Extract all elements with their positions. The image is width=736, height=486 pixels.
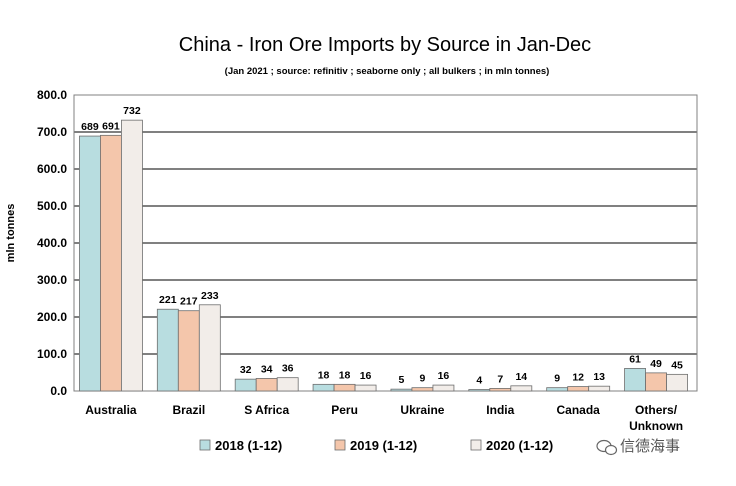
y-tick-label: 100.0: [37, 347, 67, 361]
bar: [255, 378, 278, 392]
plot-area: 0.0 100.0 200.0 300.0 400.0 500.0 600.0 700.0 80…: [37, 88, 698, 433]
bar: [177, 310, 200, 392]
legend-swatch: [334, 439, 346, 451]
bar: [121, 119, 143, 392]
bar: [354, 384, 377, 392]
data-label: 12: [572, 372, 584, 384]
data-label: 34: [261, 363, 273, 375]
watermark: 信德海事: [596, 437, 680, 456]
y-tick-label: 800.0: [37, 88, 67, 102]
x-category-label: Canada: [557, 403, 601, 417]
bar: [432, 384, 455, 392]
data-label: 9: [554, 373, 560, 385]
bar: [333, 383, 356, 392]
x-category-label: Australia: [85, 403, 137, 417]
bar: [624, 368, 646, 392]
bar: [666, 373, 688, 392]
bar: [198, 304, 221, 392]
legend-swatch: [199, 439, 211, 451]
legend-label: 2019 (1-12): [350, 438, 417, 453]
data-label: 49: [650, 358, 662, 370]
bar: [588, 385, 611, 392]
bar: [510, 385, 533, 392]
bar: [411, 387, 434, 392]
data-label: 14: [515, 371, 527, 383]
bar: [276, 377, 299, 392]
x-category-label: Unknown: [629, 419, 683, 433]
data-label: 18: [318, 369, 330, 381]
data-label: 18: [339, 369, 351, 381]
y-tick-label: 500.0: [37, 199, 67, 213]
bar: [156, 308, 179, 392]
y-tick-label: 700.0: [37, 125, 67, 139]
y-axis-label: mln tonnes: [5, 204, 17, 263]
data-label: 36: [282, 363, 294, 375]
legend-label: 2018 (1-12): [215, 438, 282, 453]
data-label: 45: [671, 359, 683, 371]
data-label: 217: [180, 296, 198, 308]
data-label: 689: [81, 121, 99, 133]
data-label: 732: [123, 105, 141, 117]
bar: [312, 383, 335, 392]
wechat-icon: [596, 439, 618, 456]
bar: [79, 135, 101, 392]
bar: [489, 388, 512, 392]
bar: [390, 388, 413, 392]
chart-subtitle: (Jan 2021 ; source: refinitiv ; seaborne…: [225, 66, 550, 77]
y-tick-label: 600.0: [37, 162, 67, 176]
data-label: 61: [629, 353, 641, 365]
data-label: 16: [360, 370, 372, 382]
bar: [546, 387, 569, 392]
data-label: 16: [438, 370, 450, 382]
legend-swatch: [470, 439, 482, 451]
x-category-label: Brazil: [172, 403, 205, 417]
legend-label: 2020 (1-12): [486, 438, 553, 453]
data-label: 4: [476, 375, 482, 387]
y-tick-label: 300.0: [37, 273, 67, 287]
x-category-label: Ukraine: [400, 403, 444, 417]
watermark-text: 信德海事: [620, 437, 680, 455]
bar: [567, 386, 590, 392]
bar: [234, 378, 257, 392]
x-category-label: Others/: [635, 403, 678, 417]
x-category-label: S Africa: [244, 403, 289, 417]
x-category-label: Peru: [331, 403, 358, 417]
data-label: 7: [497, 373, 503, 385]
data-label: 5: [399, 374, 405, 386]
y-tick-label: 200.0: [37, 310, 67, 324]
data-label: 233: [201, 290, 219, 302]
data-label: 13: [593, 371, 605, 383]
bar: [468, 389, 491, 392]
data-label: 221: [159, 294, 177, 306]
data-label: 691: [102, 120, 120, 132]
data-label: 32: [240, 364, 252, 376]
bar: [645, 372, 667, 392]
data-label: 9: [420, 373, 426, 385]
x-category-label: India: [486, 403, 514, 417]
bar: [100, 134, 122, 392]
y-tick-label: 0.0: [50, 384, 67, 398]
chart-title: China - Iron Ore Imports by Source in Ja…: [179, 34, 591, 56]
y-tick-label: 400.0: [37, 236, 67, 250]
legend: 2018 (1-12) 2019 (1-12) 2020 (1-12): [199, 438, 553, 453]
plot-border: [73, 94, 698, 392]
